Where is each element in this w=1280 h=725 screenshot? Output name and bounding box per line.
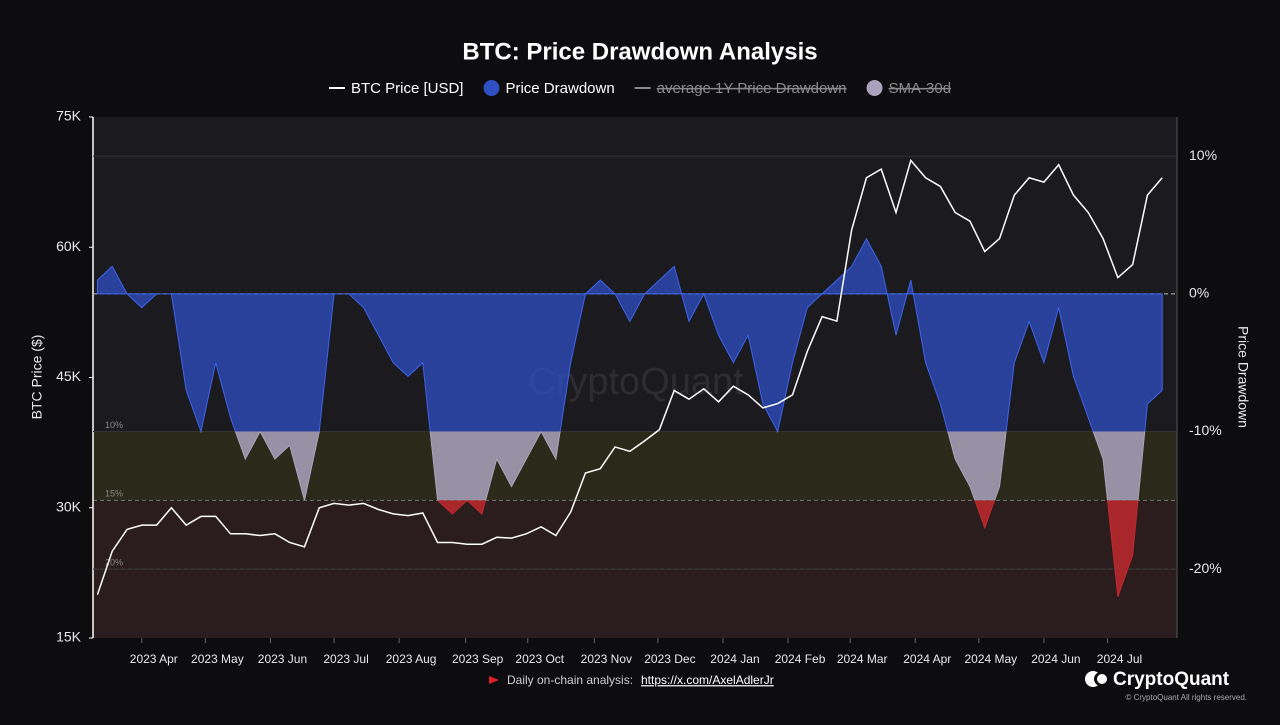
y-tick-label: 75K — [56, 108, 82, 124]
zone-band — [93, 431, 1177, 501]
brand-rights: © CryptoQuant All rights reserved. — [1126, 693, 1248, 702]
y-tick-label: 45K — [56, 368, 82, 384]
chart-title: BTC: Price Drawdown Analysis — [462, 38, 817, 65]
x-tick-label: 2023 Dec — [644, 652, 695, 666]
legend-swatch — [866, 80, 883, 96]
price-line — [96, 158, 1163, 595]
brand-logo-dot — [1097, 674, 1107, 684]
drawdown-area — [200, 431, 1146, 501]
x-tick-label: 2023 May — [191, 652, 244, 666]
y2-axis-label: Price Drawdown — [1235, 326, 1251, 428]
legend-item[interactable]: Price Drawdown — [483, 80, 615, 97]
zone-label: 10% — [105, 420, 123, 430]
legend-item[interactable]: average 1Y Price Drawdown — [634, 80, 847, 97]
legend-label: SMA-30d — [889, 80, 952, 97]
y-tick-label: 30K — [56, 498, 82, 514]
x-tick-label: 2024 Feb — [775, 652, 826, 666]
x-tick-label: 2024 May — [964, 652, 1017, 666]
flag-icon — [489, 676, 499, 684]
legend-label: average 1Y Price Drawdown — [657, 80, 847, 97]
x-tick-label: 2024 Mar — [837, 652, 888, 666]
y-tick-label: 15K — [56, 629, 82, 645]
footer-text: Daily on-chain analysis: — [507, 673, 633, 687]
legend-item[interactable]: SMA-30d — [866, 80, 952, 97]
brand-name: CryptoQuant — [1113, 669, 1230, 690]
x-tick-label: 2023 Aug — [386, 652, 437, 666]
y2-tick-label: 10% — [1189, 147, 1217, 163]
x-tick-label: 2023 Oct — [515, 652, 564, 666]
zone-label: 20% — [105, 558, 123, 568]
x-tick-label: 2024 Jun — [1031, 652, 1080, 666]
legend-item[interactable]: BTC Price [USD] — [328, 80, 464, 97]
zone-label: 15% — [105, 489, 123, 499]
y2-tick-label: -10% — [1189, 422, 1222, 438]
y-tick-label: 60K — [56, 238, 82, 254]
footer-link[interactable]: https://x.com/AxelAdlerJr — [641, 673, 774, 687]
legend-label: BTC Price [USD] — [351, 80, 464, 97]
x-tick-label: 2024 Jan — [710, 652, 759, 666]
legend-label: Price Drawdown — [505, 80, 614, 97]
x-tick-label: 2023 Sep — [452, 652, 504, 666]
y-axis-label: BTC Price ($) — [29, 335, 45, 420]
x-tick-label: 2023 Apr — [130, 652, 178, 666]
zone-band — [93, 569, 1177, 638]
legend: BTC Price [USD] Price Drawdown average 1Y … — [328, 80, 952, 97]
x-tick-label: 2024 Apr — [903, 652, 951, 666]
legend-swatch — [483, 80, 500, 96]
x-tick-label: 2023 Jun — [258, 652, 307, 666]
drawdown-area — [96, 237, 1163, 432]
y2-tick-label: 0% — [1189, 285, 1209, 301]
x-tick-label: 2023 Nov — [581, 652, 632, 666]
x-tick-label: 2023 Jul — [323, 652, 368, 666]
drawdown-area — [1114, 569, 1129, 597]
y2-tick-label: -20% — [1189, 560, 1222, 576]
x-tick-label: 2024 Jul — [1097, 652, 1142, 666]
zone-band — [93, 500, 1177, 570]
